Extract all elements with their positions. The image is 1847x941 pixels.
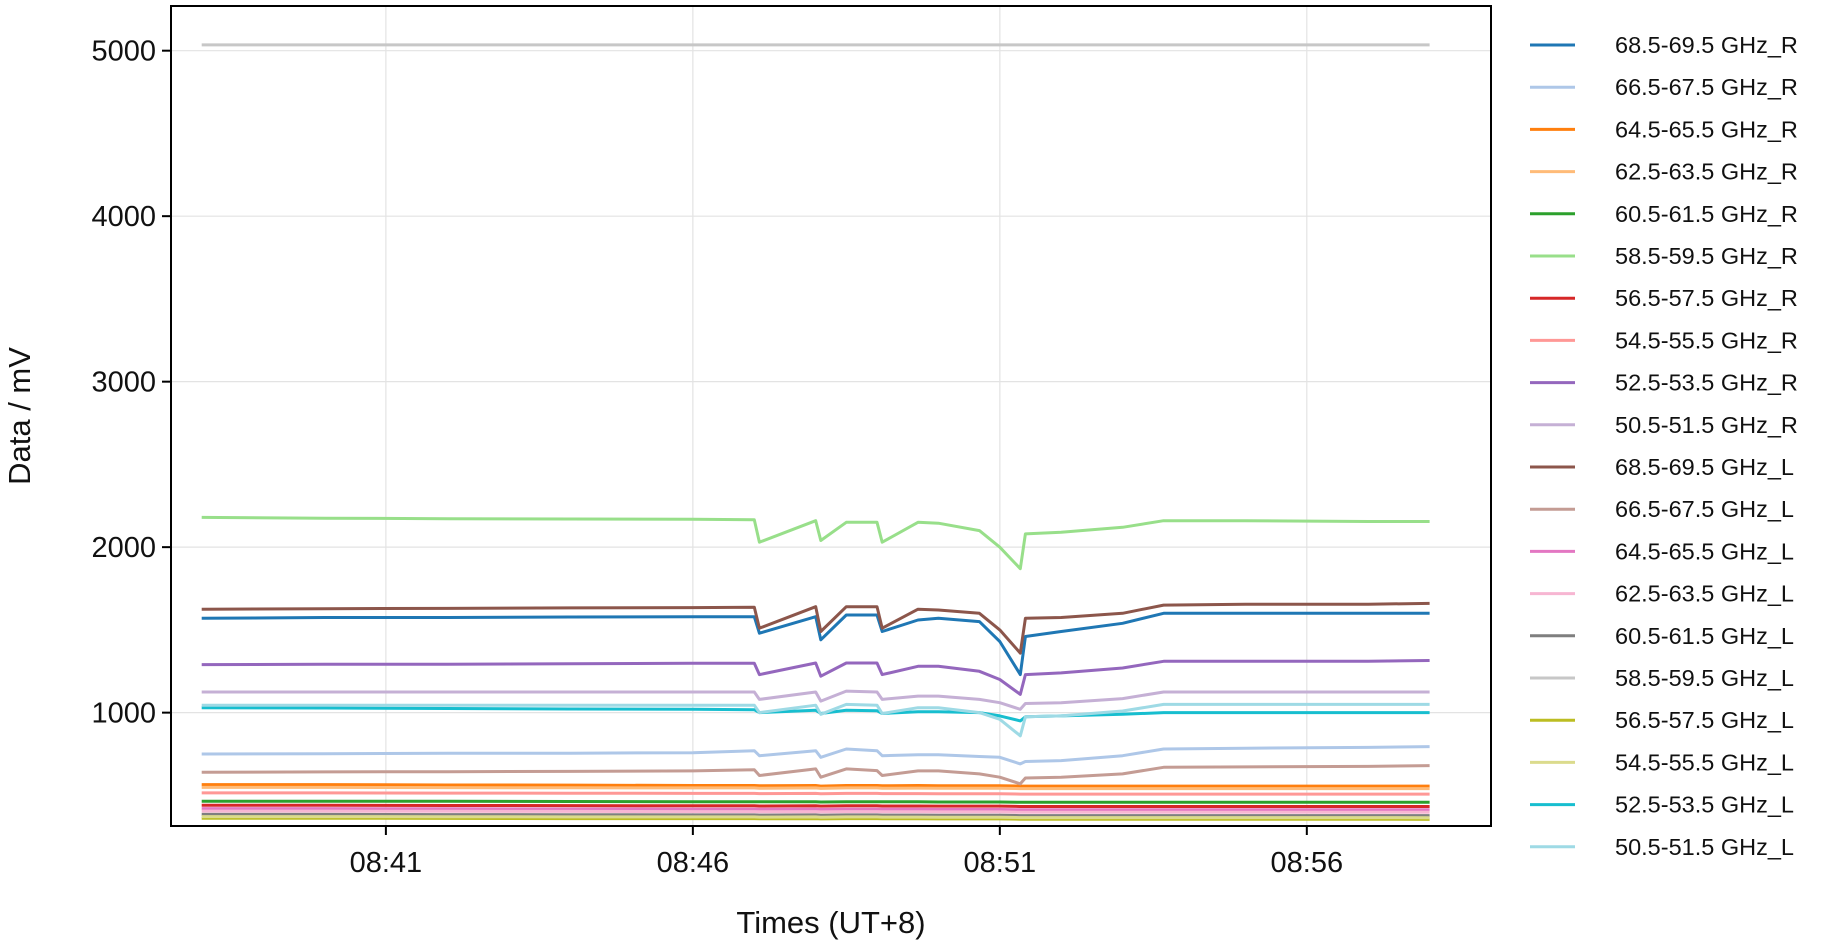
series-line-13 [201, 807, 1430, 812]
legend-label: 62.5-63.5 GHz_L [1615, 581, 1794, 607]
legend-label: 54.5-55.5 GHz_R [1615, 327, 1798, 353]
series-line-7 [201, 803, 1430, 808]
series-line-1 [201, 611, 1430, 677]
series-line-12 [201, 764, 1430, 786]
series-line-20 [201, 702, 1430, 738]
legend-label: 60.5-61.5 GHz_L [1615, 623, 1794, 649]
legend-label: 68.5-69.5 GHz_R [1615, 32, 1798, 58]
series-line-8 [201, 791, 1430, 796]
legend-label: 54.5-55.5 GHz_L [1615, 749, 1794, 775]
x-tick-label: 08:46 [657, 847, 730, 879]
legend-label: 60.5-61.5 GHz_R [1615, 201, 1798, 227]
x-axis-title: Times (UT+8) [736, 905, 925, 940]
series-line-3 [201, 783, 1430, 788]
x-tick-label: 08:56 [1271, 847, 1344, 879]
series-line-10 [201, 689, 1430, 711]
y-tick-label: 4000 [91, 201, 156, 233]
series-line-5 [201, 799, 1430, 804]
series-lines [201, 43, 1430, 821]
legend-label: 58.5-59.5 GHz_R [1615, 243, 1798, 269]
legend-label: 50.5-51.5 GHz_L [1615, 834, 1794, 860]
legend-label: 62.5-63.5 GHz_R [1615, 159, 1798, 185]
y-axis: 1000 2000 3000 4000 5000 [91, 36, 171, 730]
legend-label: 68.5-69.5 GHz_L [1615, 454, 1794, 480]
y-tick-label: 5000 [91, 36, 156, 68]
series-line-6 [201, 515, 1430, 571]
legend-label: 50.5-51.5 GHz_R [1615, 412, 1798, 438]
x-tick-label: 08:51 [964, 847, 1037, 879]
legend-label: 66.5-67.5 GHz_L [1615, 496, 1794, 522]
y-tick-label: 2000 [91, 532, 156, 564]
y-tick-label: 1000 [91, 698, 156, 730]
y-tick-label: 3000 [91, 367, 156, 399]
legend-label: 58.5-59.5 GHz_L [1615, 665, 1794, 691]
legend-label: 56.5-57.5 GHz_R [1615, 285, 1798, 311]
x-tick-label: 08:41 [350, 847, 423, 879]
legend-label: 64.5-65.5 GHz_L [1615, 538, 1794, 564]
series-line-15 [201, 812, 1430, 818]
series-line-19 [201, 706, 1430, 723]
series-line-14 [201, 809, 1430, 814]
x-axis: 08:41 08:46 08:51 08:56 [350, 826, 1344, 879]
legend-label: 52.5-53.5 GHz_L [1615, 792, 1794, 818]
legend-label: 56.5-57.5 GHz_L [1615, 707, 1794, 733]
series-line-2 [201, 745, 1430, 766]
plot-frame [170, 5, 1492, 827]
series-line-4 [201, 785, 1430, 791]
legend: 68.5-69.5 GHz_R 66.5-67.5 GHz_R 64.5-65.5 … [1530, 32, 1798, 860]
legend-label: 64.5-65.5 GHz_R [1615, 116, 1798, 142]
series-line-18 [201, 815, 1430, 820]
series-line-11 [201, 601, 1430, 655]
series-line-17 [201, 816, 1430, 821]
legend-label: 66.5-67.5 GHz_R [1615, 74, 1798, 100]
legend-label: 52.5-53.5 GHz_R [1615, 370, 1798, 396]
series-line-9 [201, 659, 1430, 696]
y-axis-title: Data / mV [2, 347, 37, 485]
